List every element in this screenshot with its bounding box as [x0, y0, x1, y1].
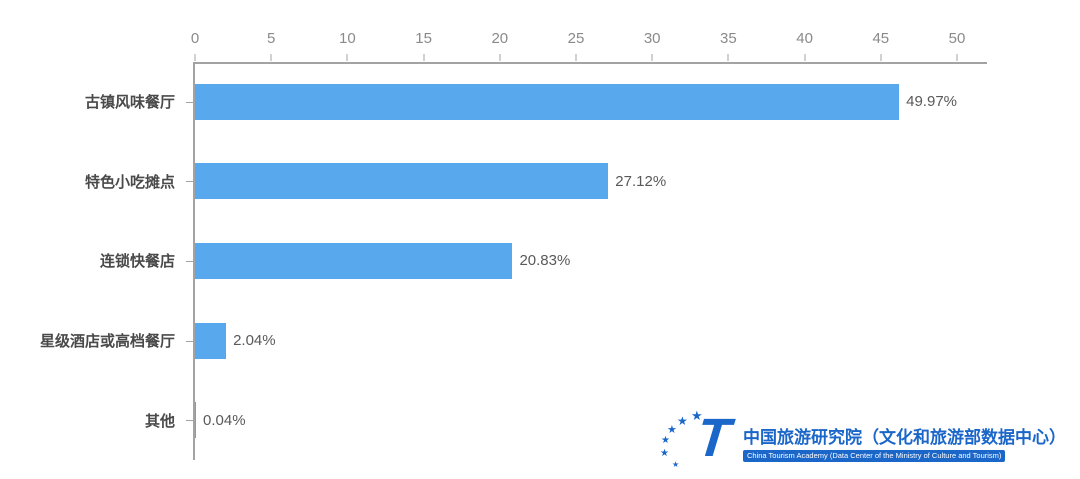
x-tick-mark [346, 54, 348, 61]
bar-value-label: 27.12% [615, 172, 667, 190]
x-tick-label: 20 [491, 30, 509, 47]
x-tick-label: 25 [567, 30, 585, 47]
bar-row: 2.04% [186, 301, 957, 381]
category-tick-mark [186, 340, 193, 342]
bar [195, 83, 900, 120]
bar-value-label: 49.97% [906, 93, 957, 111]
star-icon: ★ [660, 448, 669, 459]
star-icon: ★ [672, 460, 680, 469]
x-axis-line [193, 62, 987, 64]
star-icon: ★ [677, 414, 688, 428]
x-tick-mark [880, 54, 882, 61]
category-tick-mark [186, 181, 193, 183]
x-tick-label: 40 [796, 30, 813, 47]
x-tick-mark [651, 54, 653, 61]
bar-value-label: 20.83% [519, 252, 571, 270]
category-tick-mark [186, 101, 193, 103]
category-tick-mark [186, 260, 193, 262]
category-tick-mark [186, 420, 193, 422]
bar-value-label: 2.04% [233, 332, 276, 350]
bar [195, 402, 196, 439]
x-tick-label: 50 [948, 30, 966, 47]
bar [195, 242, 513, 279]
x-tick-mark [727, 54, 729, 61]
category-label: 特色小吃摊点 [84, 173, 175, 191]
x-tick-label: 0 [190, 30, 200, 47]
org-name-english: China Tourism Academy (Data Center of th… [743, 449, 1006, 462]
china-tourism-academy-logo-icon: ★ ★ ★ ★ ★ ★ T [659, 408, 735, 471]
category-label: 其他 [144, 412, 175, 430]
star-icon: ★ [661, 435, 670, 446]
x-tick-mark [194, 54, 196, 61]
x-tick-mark [575, 54, 577, 61]
x-tick-mark [499, 54, 501, 61]
footer-branding: ★ ★ ★ ★ ★ ★ T 中国旅游研究院（文化和旅游部数据中心） China … [659, 408, 1066, 471]
x-tick-label: 10 [339, 30, 356, 47]
x-tick-label: 15 [415, 30, 432, 47]
bar-row: 20.83% [186, 221, 957, 301]
bar-value-label: 0.04% [203, 411, 246, 429]
x-tick-label: 30 [643, 30, 661, 47]
star-icon: ★ [691, 408, 703, 423]
org-name-chinese: 中国旅游研究院（文化和旅游部数据中心） [743, 427, 1066, 447]
x-tick-mark [423, 54, 425, 61]
category-label: 星级酒店或高档餐厅 [39, 333, 175, 351]
bar-rows: 49.97% 27.12% 20.83% 2.04% 0.04% [186, 62, 957, 460]
x-tick-label: 45 [872, 30, 890, 47]
x-tick-mark [804, 54, 806, 61]
bar [195, 322, 227, 359]
plot-area: 0 5 10 15 20 25 30 35 40 45 50 49.97% 27.12% 20.83… [186, 30, 987, 460]
category-label: 连锁快餐店 [99, 253, 175, 271]
category-label: 古镇风味餐厅 [84, 94, 175, 112]
x-tick-label: 5 [267, 30, 276, 47]
org-text: 中国旅游研究院（文化和旅游部数据中心） China Tourism Academ… [743, 423, 1066, 462]
x-tick-label: 35 [720, 30, 737, 47]
star-icon: ★ [667, 424, 677, 436]
x-tick-mark [270, 54, 272, 61]
x-tick-mark [956, 54, 958, 61]
bar-row: 27.12% [186, 142, 957, 222]
logo-t-glyph: T [693, 408, 734, 468]
bar-row: 49.97% [186, 62, 957, 142]
y-axis-category-labels: 古镇风味餐厅 特色小吃摊点 连锁快餐店 星级酒店或高档餐厅 其他 [0, 62, 186, 460]
bar-row: 0.04% [186, 380, 957, 460]
bar [195, 163, 609, 200]
